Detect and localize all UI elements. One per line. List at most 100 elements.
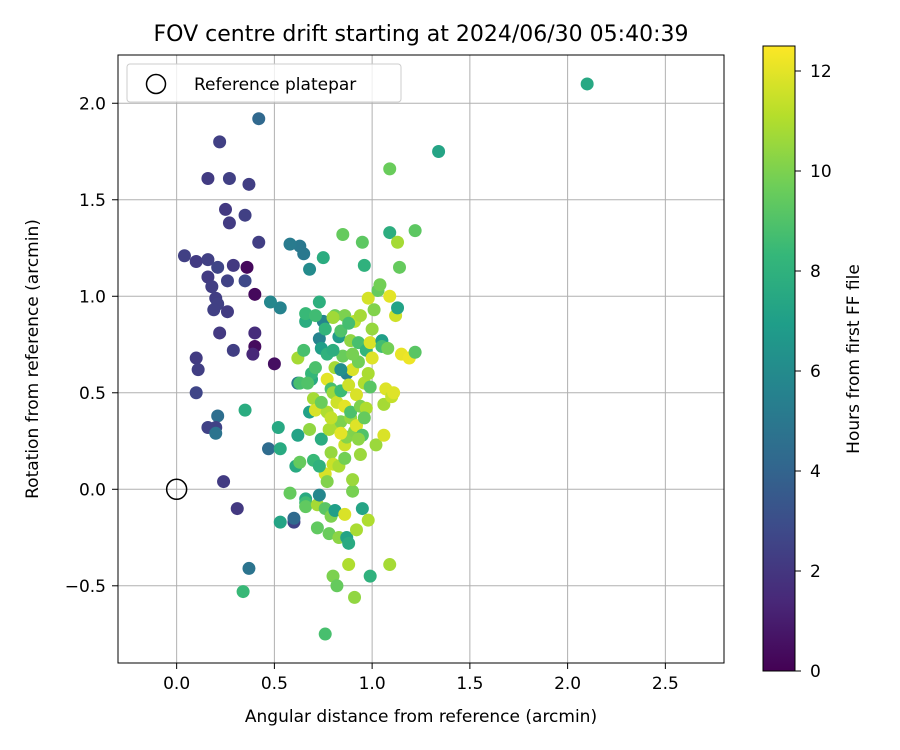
data-point xyxy=(238,274,252,288)
colorbar-tick-label: 2 xyxy=(810,562,821,582)
data-point xyxy=(432,145,446,159)
data-point xyxy=(355,502,369,516)
y-tick-label: 0.0 xyxy=(79,480,106,500)
data-point xyxy=(297,247,311,261)
data-point xyxy=(383,226,397,240)
data-point xyxy=(338,507,352,521)
data-point xyxy=(357,411,371,425)
colorbar-tick-label: 8 xyxy=(810,262,821,282)
data-point xyxy=(207,303,221,317)
data-point xyxy=(201,172,215,186)
data-point xyxy=(326,311,340,325)
data-point xyxy=(342,378,356,392)
data-point xyxy=(408,224,422,238)
data-point xyxy=(334,363,348,377)
data-point xyxy=(367,303,381,317)
data-point xyxy=(213,135,227,149)
data-point xyxy=(365,351,379,365)
data-point xyxy=(301,376,315,390)
data-point xyxy=(189,351,203,365)
data-point xyxy=(308,309,322,323)
data-point xyxy=(381,341,395,355)
colorbar-tick-label: 4 xyxy=(810,462,821,482)
y-tick-label: 1.5 xyxy=(79,191,106,211)
colorbar-tick-label: 12 xyxy=(810,62,832,82)
data-point xyxy=(252,112,266,126)
data-point xyxy=(222,216,236,230)
data-point xyxy=(219,202,233,216)
data-point xyxy=(336,349,350,363)
data-point xyxy=(293,455,307,469)
data-point xyxy=(361,291,375,305)
data-point xyxy=(242,561,256,575)
legend-entry-label: Reference platepar xyxy=(194,75,356,95)
data-point xyxy=(338,451,352,465)
data-point xyxy=(303,262,317,276)
y-tick-label: −0.5 xyxy=(65,577,106,597)
data-point xyxy=(242,177,256,191)
y-axis-ticks: −0.5 0.0 0.5 1.0 1.5 2.0 xyxy=(65,94,118,597)
data-point xyxy=(201,253,215,267)
data-point xyxy=(312,295,326,309)
chart-title: FOV centre drift starting at 2024/06/30 … xyxy=(154,22,689,47)
data-point xyxy=(330,579,344,593)
data-point xyxy=(283,486,297,500)
data-point xyxy=(248,326,262,340)
data-point xyxy=(262,442,276,456)
data-point xyxy=(283,237,297,251)
x-axis-label: Angular distance from reference (arcmin) xyxy=(245,707,597,727)
data-point xyxy=(391,301,405,315)
data-point xyxy=(361,513,375,527)
x-tick-label: 0.5 xyxy=(261,674,288,694)
data-point xyxy=(314,395,328,409)
data-point xyxy=(189,386,203,400)
data-point xyxy=(355,235,369,249)
data-point xyxy=(291,428,305,442)
data-point xyxy=(320,475,334,489)
data-point xyxy=(383,289,397,303)
data-point xyxy=(209,426,223,440)
data-point xyxy=(324,446,338,460)
data-point xyxy=(392,260,406,274)
data-point xyxy=(297,343,311,357)
data-point xyxy=(226,343,240,357)
data-point xyxy=(217,475,231,489)
plot-frame xyxy=(117,54,725,664)
data-point xyxy=(303,422,317,436)
y-tick-label: 1.0 xyxy=(79,287,106,307)
data-point xyxy=(383,558,397,572)
data-point xyxy=(318,322,332,336)
colorbar: 0 2 4 6 8 10 12 Hours from first FF file xyxy=(762,45,864,682)
data-point xyxy=(271,421,285,435)
data-point xyxy=(369,438,383,452)
data-point xyxy=(287,511,301,525)
data-point xyxy=(312,459,326,473)
data-point xyxy=(222,172,236,186)
data-point xyxy=(328,504,342,518)
data-point xyxy=(220,305,234,319)
colorbar-tick-label: 10 xyxy=(810,162,832,182)
data-point xyxy=(316,251,330,265)
data-point xyxy=(408,345,422,359)
data-point xyxy=(211,260,225,274)
colorbar-ticks: 0 2 4 6 8 10 12 xyxy=(795,62,832,682)
x-axis-ticks: 0.0 0.5 1.0 1.5 2.0 2.5 xyxy=(163,663,679,694)
data-point xyxy=(349,523,363,537)
data-point xyxy=(267,357,281,371)
data-point xyxy=(346,473,360,487)
data-point xyxy=(373,278,387,292)
x-tick-label: 1.0 xyxy=(359,674,386,694)
data-point xyxy=(353,309,367,323)
data-point xyxy=(238,208,252,222)
data-point xyxy=(357,258,371,272)
data-point xyxy=(342,558,356,572)
data-point xyxy=(363,380,377,394)
data-point xyxy=(263,295,277,309)
data-point xyxy=(240,260,254,274)
data-point xyxy=(273,301,287,315)
data-point xyxy=(334,415,348,429)
data-point xyxy=(342,536,356,550)
colorbar-gradient xyxy=(762,45,796,672)
data-point xyxy=(299,307,313,321)
